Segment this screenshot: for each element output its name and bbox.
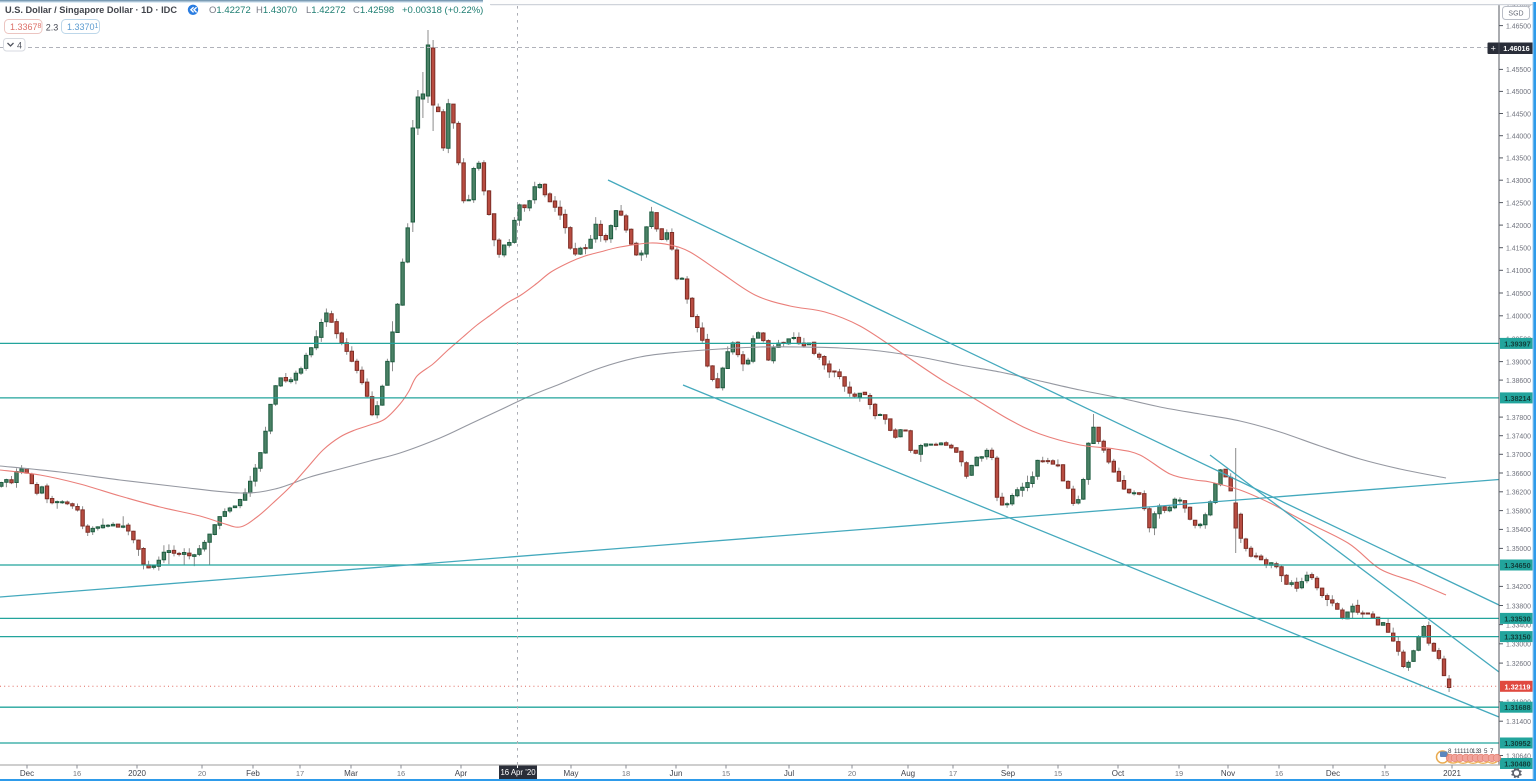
svg-text:1.37400: 1.37400: [1506, 434, 1531, 441]
svg-text:15: 15: [1381, 769, 1389, 778]
svg-text:1.39397: 1.39397: [1504, 339, 1530, 348]
svg-text:+: +: [1491, 43, 1496, 53]
svg-text:1.41000: 1.41000: [1506, 268, 1531, 275]
svg-text:1.30640: 1.30640: [1506, 753, 1531, 760]
svg-text:L1.42272: L1.42272: [306, 5, 346, 16]
svg-text:C1.42598: C1.42598: [353, 5, 394, 16]
svg-text:1.35000: 1.35000: [1506, 546, 1531, 553]
svg-text:1.31400: 1.31400: [1506, 719, 1531, 726]
svg-text:16: 16: [73, 769, 81, 778]
svg-text:Mar: Mar: [344, 769, 358, 778]
svg-text:Sep: Sep: [1001, 769, 1016, 778]
svg-text:4: 4: [17, 41, 22, 51]
svg-text:Nov: Nov: [1221, 769, 1235, 778]
svg-text:8: 8: [1448, 748, 1452, 755]
svg-text:16 Apr ’20: 16 Apr ’20: [500, 768, 536, 777]
svg-text:1.45500: 1.45500: [1506, 67, 1531, 74]
svg-text:1.34650: 1.34650: [1504, 561, 1530, 570]
svg-text:1.40000: 1.40000: [1506, 314, 1531, 321]
svg-text:U.S. Dollar / Singapore Dollar: U.S. Dollar / Singapore Dollar · 1D · ID…: [5, 5, 177, 16]
svg-text:May: May: [563, 769, 578, 778]
svg-text:1.30952: 1.30952: [1504, 739, 1530, 748]
svg-text:18: 18: [622, 769, 630, 778]
svg-text:17: 17: [296, 769, 304, 778]
svg-text:20: 20: [198, 769, 206, 778]
svg-text:13: 13: [1472, 748, 1479, 755]
svg-text:1.33150: 1.33150: [1504, 633, 1530, 642]
svg-text:+0.00318 (+0.22%): +0.00318 (+0.22%): [402, 5, 483, 16]
svg-text:1.38214: 1.38214: [1504, 394, 1531, 403]
svg-text:1.35800: 1.35800: [1506, 508, 1531, 515]
svg-text:1.33000: 1.33000: [1506, 642, 1531, 649]
svg-text:1.33701: 1.33701: [67, 22, 99, 32]
svg-text:11: 11: [1454, 748, 1461, 755]
svg-text:17: 17: [949, 769, 957, 778]
svg-text:1.43000: 1.43000: [1506, 178, 1531, 185]
svg-text:1.44500: 1.44500: [1506, 111, 1531, 118]
svg-text:1.42000: 1.42000: [1506, 223, 1531, 230]
svg-text:Jul: Jul: [784, 769, 794, 778]
svg-text:11: 11: [1460, 748, 1467, 755]
svg-text:1.40500: 1.40500: [1506, 291, 1531, 298]
svg-text:1.36200: 1.36200: [1506, 490, 1531, 497]
svg-text:1.33678: 1.33678: [10, 22, 42, 32]
svg-text:1.32600: 1.32600: [1506, 661, 1531, 668]
svg-text:Dec: Dec: [20, 769, 34, 778]
svg-text:1.32119: 1.32119: [1505, 682, 1531, 691]
svg-text:H1.43070: H1.43070: [256, 5, 297, 16]
svg-text:SGD: SGD: [1508, 11, 1523, 18]
svg-text:5: 5: [1484, 748, 1488, 755]
svg-text:1.30480: 1.30480: [1504, 760, 1530, 769]
svg-text:Feb: Feb: [246, 769, 260, 778]
svg-text:2021: 2021: [1443, 769, 1461, 778]
svg-text:1.31688: 1.31688: [1504, 703, 1530, 712]
svg-text:20: 20: [848, 769, 856, 778]
svg-text:1.38600: 1.38600: [1506, 378, 1531, 385]
svg-text:O1.42272: O1.42272: [209, 5, 251, 16]
svg-text:1.35400: 1.35400: [1506, 527, 1531, 534]
svg-text:Apr: Apr: [455, 769, 468, 778]
svg-text:10: 10: [1466, 748, 1473, 755]
svg-text:1.42500: 1.42500: [1506, 200, 1531, 207]
svg-text:1.39000: 1.39000: [1506, 359, 1531, 366]
svg-text:1.46500: 1.46500: [1506, 23, 1531, 30]
svg-text:15: 15: [722, 769, 730, 778]
svg-text:Jun: Jun: [670, 769, 683, 778]
svg-text:1.46016: 1.46016: [1503, 44, 1529, 53]
svg-text:Dec: Dec: [1326, 769, 1340, 778]
svg-text:7: 7: [1490, 748, 1494, 755]
svg-text:1.44000: 1.44000: [1506, 134, 1531, 141]
svg-text:1.33400: 1.33400: [1506, 622, 1531, 629]
svg-text:15: 15: [1054, 769, 1062, 778]
svg-text:19: 19: [1175, 769, 1183, 778]
svg-text:1.37000: 1.37000: [1506, 452, 1531, 459]
svg-text:2020: 2020: [128, 769, 146, 778]
svg-text:2.3: 2.3: [46, 23, 59, 33]
svg-text:1.43500: 1.43500: [1506, 156, 1531, 163]
svg-text:1.33800: 1.33800: [1506, 603, 1531, 610]
svg-text:16: 16: [397, 769, 405, 778]
svg-text:1.41500: 1.41500: [1506, 246, 1531, 253]
svg-text:16: 16: [1275, 769, 1283, 778]
svg-text:1.36600: 1.36600: [1506, 471, 1531, 478]
svg-text:Aug: Aug: [901, 769, 915, 778]
svg-text:1.45000: 1.45000: [1506, 89, 1531, 96]
svg-text:1.37800: 1.37800: [1506, 415, 1531, 422]
svg-text:1.33530: 1.33530: [1504, 614, 1530, 623]
svg-text:3: 3: [1478, 748, 1482, 755]
svg-text:1.34200: 1.34200: [1506, 584, 1531, 591]
svg-text:Oct: Oct: [1112, 769, 1125, 778]
